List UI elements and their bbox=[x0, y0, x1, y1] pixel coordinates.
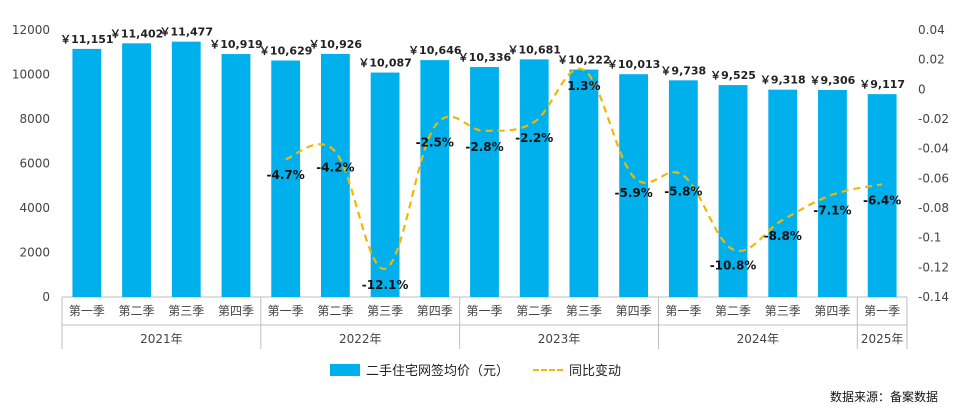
x-tick-label: 第一季 bbox=[665, 304, 701, 318]
bar-value-label: ￥9,306 bbox=[810, 74, 856, 87]
bar-value-label: ￥9,738 bbox=[660, 64, 706, 77]
yoy-value-label: -12.1% bbox=[362, 278, 409, 292]
yoy-value-label: -2.8% bbox=[465, 140, 503, 154]
y-left-tick-label: 2000 bbox=[19, 246, 50, 260]
bar-value-label: ￥11,402 bbox=[110, 27, 163, 40]
legend-item-yoy: 同比变动 bbox=[533, 360, 621, 379]
bar-value-label: ￥10,926 bbox=[309, 38, 363, 51]
legend-label-price: 二手住宅网签均价（元） bbox=[366, 364, 510, 379]
bar-value-label: ￥10,646 bbox=[408, 44, 462, 57]
y-right-tick-label: 0.02 bbox=[918, 53, 945, 67]
legend-swatch-bar bbox=[330, 363, 360, 376]
x-group-label: 2025年 bbox=[861, 332, 904, 346]
bar-value-label: ￥9,525 bbox=[710, 69, 756, 82]
yoy-value-label: -5.9% bbox=[614, 186, 652, 200]
yoy-value-label: -5.8% bbox=[664, 184, 702, 198]
bar bbox=[221, 54, 251, 298]
yoy-value-label: -4.2% bbox=[316, 161, 354, 175]
bar bbox=[271, 60, 301, 298]
bar bbox=[619, 74, 649, 297]
bar-value-label: ￥10,336 bbox=[458, 51, 512, 64]
yoy-value-label: -6.4% bbox=[863, 193, 901, 207]
bar bbox=[519, 59, 549, 298]
y-left-tick-label: 10000 bbox=[12, 68, 50, 82]
x-tick-label: 第三季 bbox=[765, 304, 801, 318]
bar bbox=[420, 60, 450, 298]
bar bbox=[668, 80, 698, 297]
bar-value-label: ￥9,117 bbox=[859, 78, 905, 91]
y-right-tick-label: -0.14 bbox=[918, 290, 949, 304]
bar bbox=[718, 85, 748, 297]
y-left-tick-label: 0 bbox=[42, 290, 50, 304]
bar bbox=[867, 94, 897, 297]
yoy-value-label: -8.8% bbox=[764, 229, 802, 243]
yoy-value-label: -7.1% bbox=[813, 204, 851, 218]
yoy-line bbox=[285, 67, 883, 270]
y-left-tick-label: 12000 bbox=[12, 23, 50, 37]
source-note: 数据来源：备案数据 bbox=[829, 390, 938, 404]
bar-value-label: ￥11,477 bbox=[160, 26, 213, 39]
x-tick-label: 第一季 bbox=[466, 304, 502, 318]
x-tick-label: 第一季 bbox=[864, 304, 900, 318]
y-right-tick-label: 0 bbox=[918, 82, 926, 96]
bar-value-label: ￥10,629 bbox=[259, 45, 312, 58]
bar bbox=[818, 89, 847, 297]
y-left-tick-label: 8000 bbox=[19, 112, 50, 126]
y-right-tick-label: 0.04 bbox=[918, 23, 945, 37]
y-right-tick-label: -0.06 bbox=[918, 171, 949, 185]
x-group-label: 2021年 bbox=[140, 332, 183, 346]
bar-value-label: ￥11,151 bbox=[60, 33, 113, 46]
yoy-value-label: -2.5% bbox=[416, 135, 454, 149]
x-tick-label: 第二季 bbox=[516, 304, 552, 318]
x-tick-label: 第三季 bbox=[168, 304, 204, 318]
x-tick-label: 第三季 bbox=[566, 304, 602, 318]
y-right-tick-label: -0.12 bbox=[918, 260, 949, 274]
bar bbox=[72, 48, 102, 297]
y-left-tick-label: 4000 bbox=[19, 201, 50, 215]
legend-label-yoy: 同比变动 bbox=[569, 364, 622, 379]
y-right-tick-label: -0.02 bbox=[918, 112, 949, 126]
x-group-label: 2022年 bbox=[339, 332, 382, 346]
bar bbox=[569, 69, 599, 297]
bar-value-label: ￥10,919 bbox=[209, 38, 262, 51]
x-group-label: 2024年 bbox=[737, 332, 780, 346]
legend-swatch-line bbox=[533, 368, 564, 371]
y-right-tick-label: -0.08 bbox=[918, 201, 949, 215]
x-tick-label: 第一季 bbox=[268, 304, 304, 318]
bar bbox=[122, 43, 151, 298]
yoy-value-label: -10.8% bbox=[710, 259, 757, 273]
x-tick-label: 第四季 bbox=[417, 304, 453, 318]
yoy-value-label: 1.3% bbox=[567, 79, 600, 93]
chart-svg: 0 2000 4000 6000 8000 10000 12000 -0.14 -0.12 -0.… bbox=[12, 23, 949, 349]
bar bbox=[320, 53, 350, 297]
bar bbox=[370, 72, 400, 298]
x-tick-label: 第四季 bbox=[814, 304, 850, 318]
y-right-tick-label: -0.04 bbox=[918, 142, 949, 156]
x-tick-label: 第四季 bbox=[218, 304, 254, 318]
bar-value-label: ￥10,681 bbox=[507, 43, 560, 56]
legend: 二手住宅网签均价（元） 同比变动 bbox=[330, 360, 621, 379]
x-group-label: 2023年 bbox=[538, 332, 581, 346]
x-tick-label: 第二季 bbox=[119, 304, 155, 318]
y-left-tick-label: 6000 bbox=[19, 157, 50, 171]
bar-value-label: ￥10,013 bbox=[607, 58, 660, 71]
x-tick-label: 第四季 bbox=[616, 304, 652, 318]
bar bbox=[171, 41, 201, 297]
bar bbox=[768, 89, 798, 297]
x-tick-label: 第三季 bbox=[367, 304, 403, 318]
x-tick-label: 第二季 bbox=[715, 304, 751, 318]
legend-item-price: 二手住宅网签均价（元） bbox=[330, 360, 509, 379]
bar bbox=[470, 67, 499, 297]
x-tick-label: 第二季 bbox=[317, 304, 353, 318]
bar-value-label: ￥9,318 bbox=[760, 74, 806, 87]
bar-value-label: ￥10,222 bbox=[557, 54, 610, 67]
yoy-value-label: -4.7% bbox=[267, 168, 305, 182]
y-right-tick-label: -0.1 bbox=[918, 231, 941, 245]
bar-value-label: ￥10,087 bbox=[358, 57, 411, 70]
x-tick-label: 第一季 bbox=[69, 304, 105, 318]
yoy-value-label: -2.2% bbox=[515, 131, 553, 145]
